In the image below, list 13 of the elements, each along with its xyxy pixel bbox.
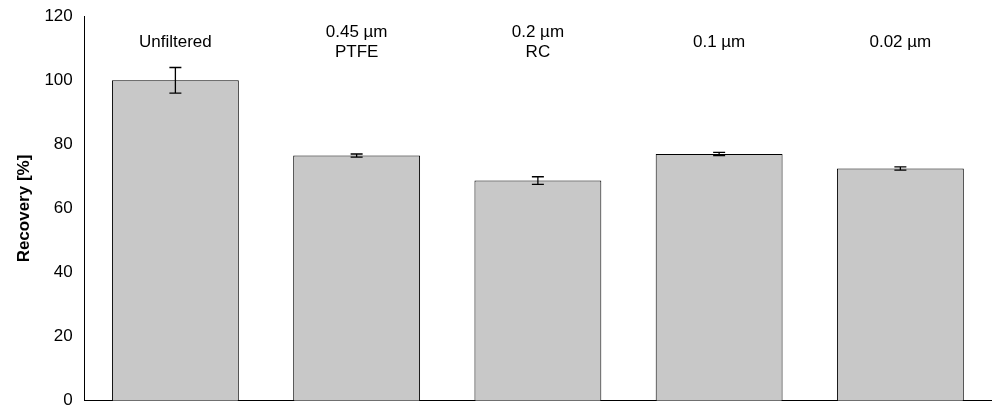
y-tick-label: 20 [53, 326, 73, 346]
x-tick-label: Unfiltered [139, 32, 212, 52]
y-tick-label: 40 [53, 262, 73, 282]
y-tick-label: 120 [44, 5, 73, 25]
x-tick-label: 0.45 µm PTFE [325, 22, 388, 62]
x-tick-label: 0.2 µm RC [511, 22, 565, 62]
y-tick-label: 60 [53, 198, 73, 218]
y-tick-label: 80 [53, 134, 73, 154]
x-tick-label: 0.1 µm [692, 32, 746, 52]
y-axis-title: Recovery [%] [13, 154, 33, 263]
x-tick-label: 0.02 µm [869, 32, 932, 52]
y-tick-label: 0 [63, 390, 73, 410]
y-tick-label: 100 [44, 69, 73, 89]
